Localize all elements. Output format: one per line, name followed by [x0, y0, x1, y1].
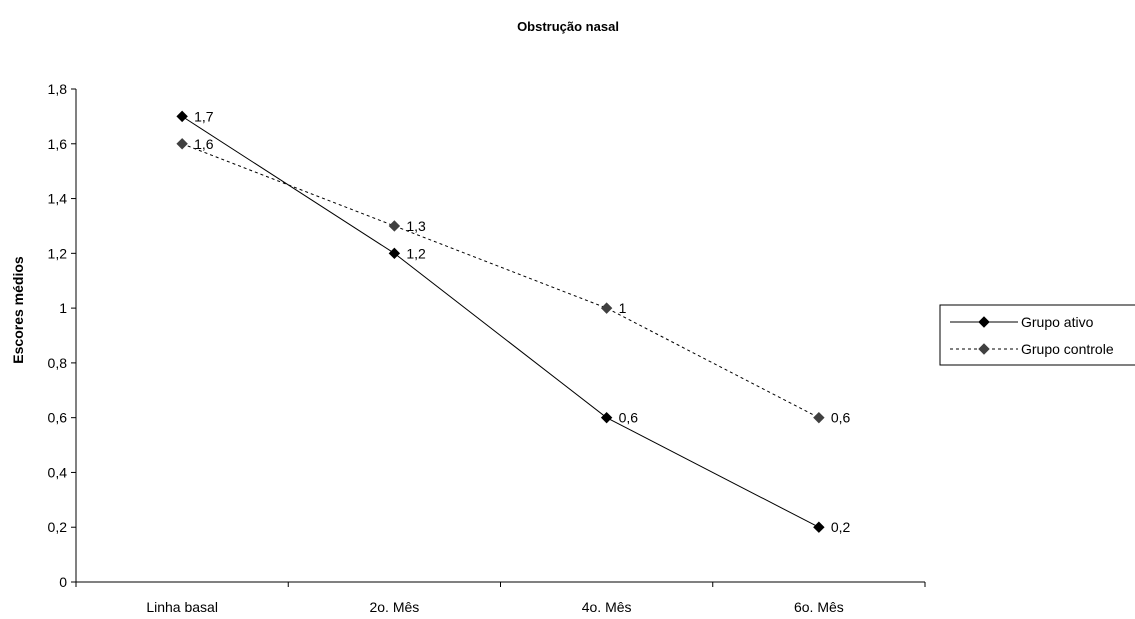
legend-marker-0 [978, 316, 990, 328]
data-point-s1-3 [813, 411, 825, 424]
data-label-s0-2: 0,6 [619, 410, 639, 426]
x-tick-label: 2o. Mês [369, 599, 419, 615]
x-tick-label: Linha basal [146, 599, 218, 615]
data-point-s0-3 [813, 521, 825, 533]
legend: Grupo ativo Grupo controle [939, 304, 1135, 366]
legend-label-1: Grupo controle [1021, 341, 1114, 357]
data-label-s1-3: 0,6 [831, 410, 851, 426]
data-point-s1-2 [600, 302, 613, 314]
legend-marker-1 [978, 343, 990, 355]
series-line-1 [181, 143, 820, 419]
legend-label-0: Grupo ativo [1021, 314, 1094, 330]
y-tick-label: 0,4 [48, 464, 68, 480]
y-tick-label: 1,2 [48, 245, 68, 261]
data-point-s0-2 [600, 411, 613, 424]
data-point-s1-1 [388, 220, 401, 232]
series-line-0 [181, 115, 820, 528]
data-label-s0-0: 1,7 [194, 108, 214, 124]
y-tick-label: 0,8 [48, 355, 68, 371]
y-axis-label: Escores médios [10, 256, 26, 364]
chart-title: Obstrução nasal [517, 19, 619, 34]
data-label-s0-1: 1,2 [406, 245, 426, 261]
data-point-s0-1 [388, 247, 401, 260]
axes: 0 0,2 0,4 0,6 0,8 1 1,2 1,4 1,6 1,8 Linha basal 2o.… [48, 81, 926, 615]
y-tick-label: 0,6 [48, 410, 68, 426]
x-tick-label: 4o. Mês [582, 599, 632, 615]
data-label-s0-3: 0,2 [831, 519, 851, 535]
x-tick-label: 6o. Mês [794, 599, 844, 615]
y-tick-label: 1 [59, 300, 67, 316]
data-point-s0-0 [176, 110, 188, 123]
y-tick-label: 0 [59, 574, 67, 590]
data-point-s1-0 [176, 138, 188, 150]
legend-box [939, 304, 1135, 366]
y-tick-label: 1,4 [48, 191, 68, 207]
data-label-s1-0: 1,6 [194, 136, 214, 152]
y-tick-label: 1,6 [48, 136, 68, 152]
y-tick-label: 0,2 [48, 519, 68, 535]
data-label-s1-2: 1 [619, 300, 627, 316]
plot-area: 1,7 1,2 0,6 0,2 1,6 1,3 1 0,6 [176, 108, 851, 535]
data-label-s1-1: 1,3 [406, 218, 426, 234]
y-tick-label: 1,8 [48, 81, 68, 97]
